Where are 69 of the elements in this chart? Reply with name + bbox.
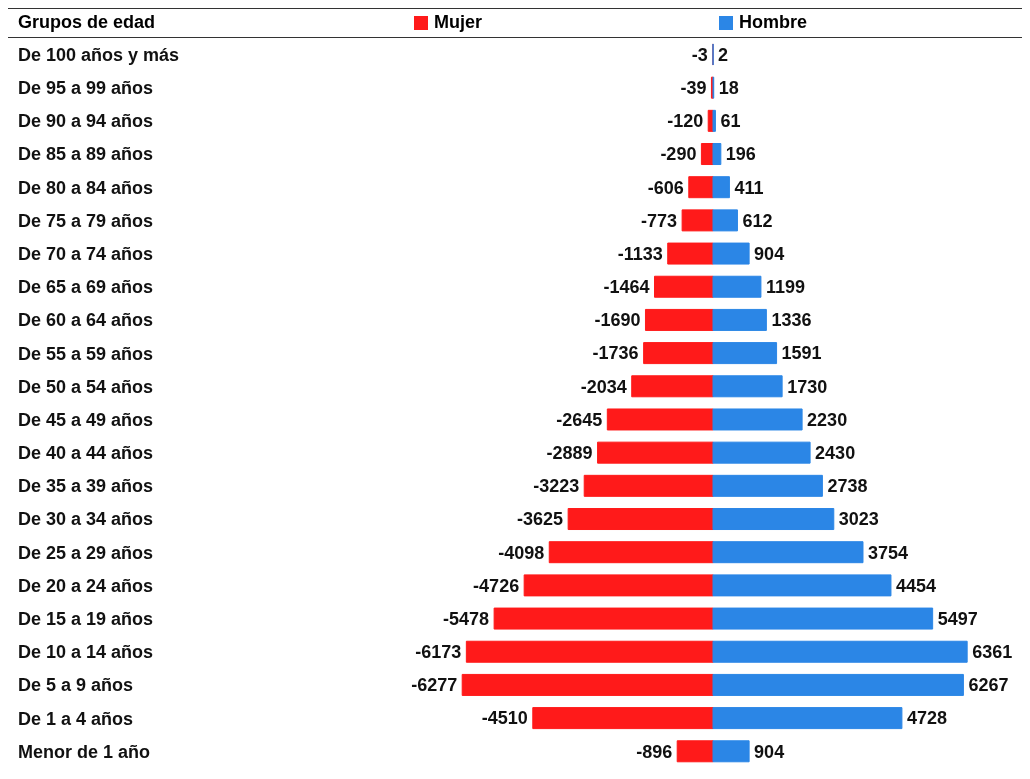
legend-label: Hombre: [739, 12, 808, 33]
data-label: -1133: [617, 243, 663, 264]
data-label: -606: [647, 177, 684, 198]
y-tick-label: De 30 a 34 años: [18, 509, 154, 530]
data-label: 61: [720, 111, 741, 132]
data-label: 6361: [972, 642, 1013, 663]
data-label: -2034: [580, 376, 627, 397]
data-label: 18: [718, 77, 739, 98]
data-label: -6173: [415, 642, 462, 663]
data-label: -6277: [411, 675, 458, 696]
y-tick-label: De 60 a 64 años: [18, 310, 154, 331]
y-tick-label: De 70 a 74 años: [18, 243, 154, 264]
data-label: -2889: [546, 442, 593, 463]
data-label: -120: [667, 111, 704, 132]
y-tick-label: De 55 a 59 años: [18, 343, 154, 364]
y-tick-label: De 80 a 84 años: [18, 177, 154, 198]
y-tick-label: De 90 a 94 años: [18, 111, 154, 132]
data-label: -4098: [498, 542, 545, 563]
data-label: 904: [754, 243, 785, 264]
y-tick-label: De 5 a 9 años: [18, 675, 134, 696]
data-label: -3: [691, 44, 708, 65]
data-label: 411: [734, 177, 764, 198]
data-label: 2: [718, 44, 729, 65]
data-label: -5478: [443, 608, 490, 629]
data-label: 2738: [827, 476, 868, 497]
data-label: 904: [754, 741, 785, 762]
data-label: 4454: [895, 575, 937, 596]
data-label: -2645: [556, 409, 603, 430]
y-tick-label: Menor de 1 año: [18, 741, 151, 762]
data-label: 3754: [868, 542, 909, 563]
data-label: -39: [680, 77, 707, 98]
y-tick-label: De 10 a 14 años: [18, 642, 154, 663]
y-tick-label: De 25 a 29 años: [18, 542, 154, 563]
y-tick-label: De 40 a 44 años: [18, 443, 154, 464]
y-tick-label: De 85 a 89 años: [18, 144, 154, 165]
data-label: 1730: [787, 376, 828, 397]
data-label: -896: [636, 741, 673, 762]
y-tick-label: De 20 a 24 años: [18, 575, 154, 596]
data-label: 5497: [937, 608, 978, 629]
data-label: 4728: [906, 708, 947, 729]
data-label: 2230: [807, 409, 848, 430]
data-label: -4726: [473, 575, 520, 596]
data-label: 612: [742, 210, 773, 231]
y-tick-label: De 75 a 79 años: [18, 210, 154, 231]
y-tick-label: De 45 a 49 años: [18, 409, 154, 430]
y-tick-label: De 35 a 39 años: [18, 476, 154, 497]
y-axis-title: Grupos de edad: [18, 12, 156, 33]
data-label: 1591: [781, 343, 822, 364]
data-label: 1199: [765, 277, 805, 298]
y-tick-label: De 100 años y más: [18, 44, 180, 65]
data-label: 1336: [771, 310, 812, 331]
y-tick-label: De 95 a 99 años: [18, 78, 154, 99]
data-label: 2430: [815, 442, 856, 463]
y-tick-label: De 50 a 54 años: [18, 376, 154, 397]
data-label: 3023: [838, 509, 879, 530]
data-label: 196: [725, 144, 756, 165]
data-label: 6267: [968, 675, 1009, 696]
data-label: -3625: [517, 509, 564, 530]
data-label: -1464: [603, 277, 650, 298]
legend-label: Mujer: [434, 12, 483, 33]
data-label: -290: [660, 144, 697, 165]
y-tick-label: De 1 a 4 años: [18, 708, 134, 729]
y-tick-label: De 15 a 19 años: [18, 608, 154, 629]
y-tick-label: De 65 a 69 años: [18, 277, 154, 298]
data-label: -773: [641, 210, 678, 231]
data-label: -1690: [594, 310, 641, 331]
data-label: -4510: [481, 708, 528, 729]
data-label: -3223: [533, 476, 580, 497]
data-label: -1736: [592, 343, 639, 364]
